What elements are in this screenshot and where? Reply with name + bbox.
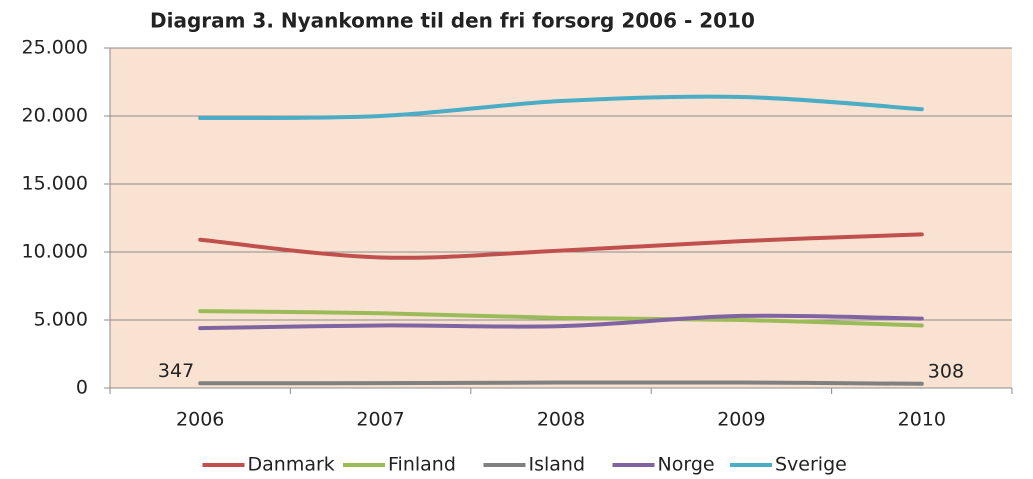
legend-label: Danmark [248,454,335,476]
legend-label: Finland [388,454,456,476]
x-tick-label: 2007 [356,409,404,431]
legend-label: Sverige [775,454,847,476]
line-series [198,94,924,121]
y-tick-label: 5.000 [34,309,88,331]
plot-area [110,48,1012,388]
line-series [198,313,924,331]
legend-label: Island [529,454,586,476]
data-label: 347 [158,360,194,382]
data-label: 308 [928,360,964,382]
legend-label: Norge [658,454,715,476]
chart-title: Diagram 3. Nyankomne til den fri forsorg… [150,9,755,33]
line-series [198,232,924,260]
y-tick-label: 10.000 [22,241,88,263]
x-tick-label: 2010 [898,409,946,431]
x-tick-label: 2006 [176,409,224,431]
y-tick-label: 0 [76,377,88,399]
x-tick-label: 2009 [717,409,765,431]
y-tick-label: 25.000 [22,37,88,59]
y-tick-label: 20.000 [22,105,88,127]
line-series [198,380,924,386]
y-tick-label: 15.000 [22,173,88,195]
x-tick-label: 2008 [537,409,585,431]
line-series [198,309,924,328]
